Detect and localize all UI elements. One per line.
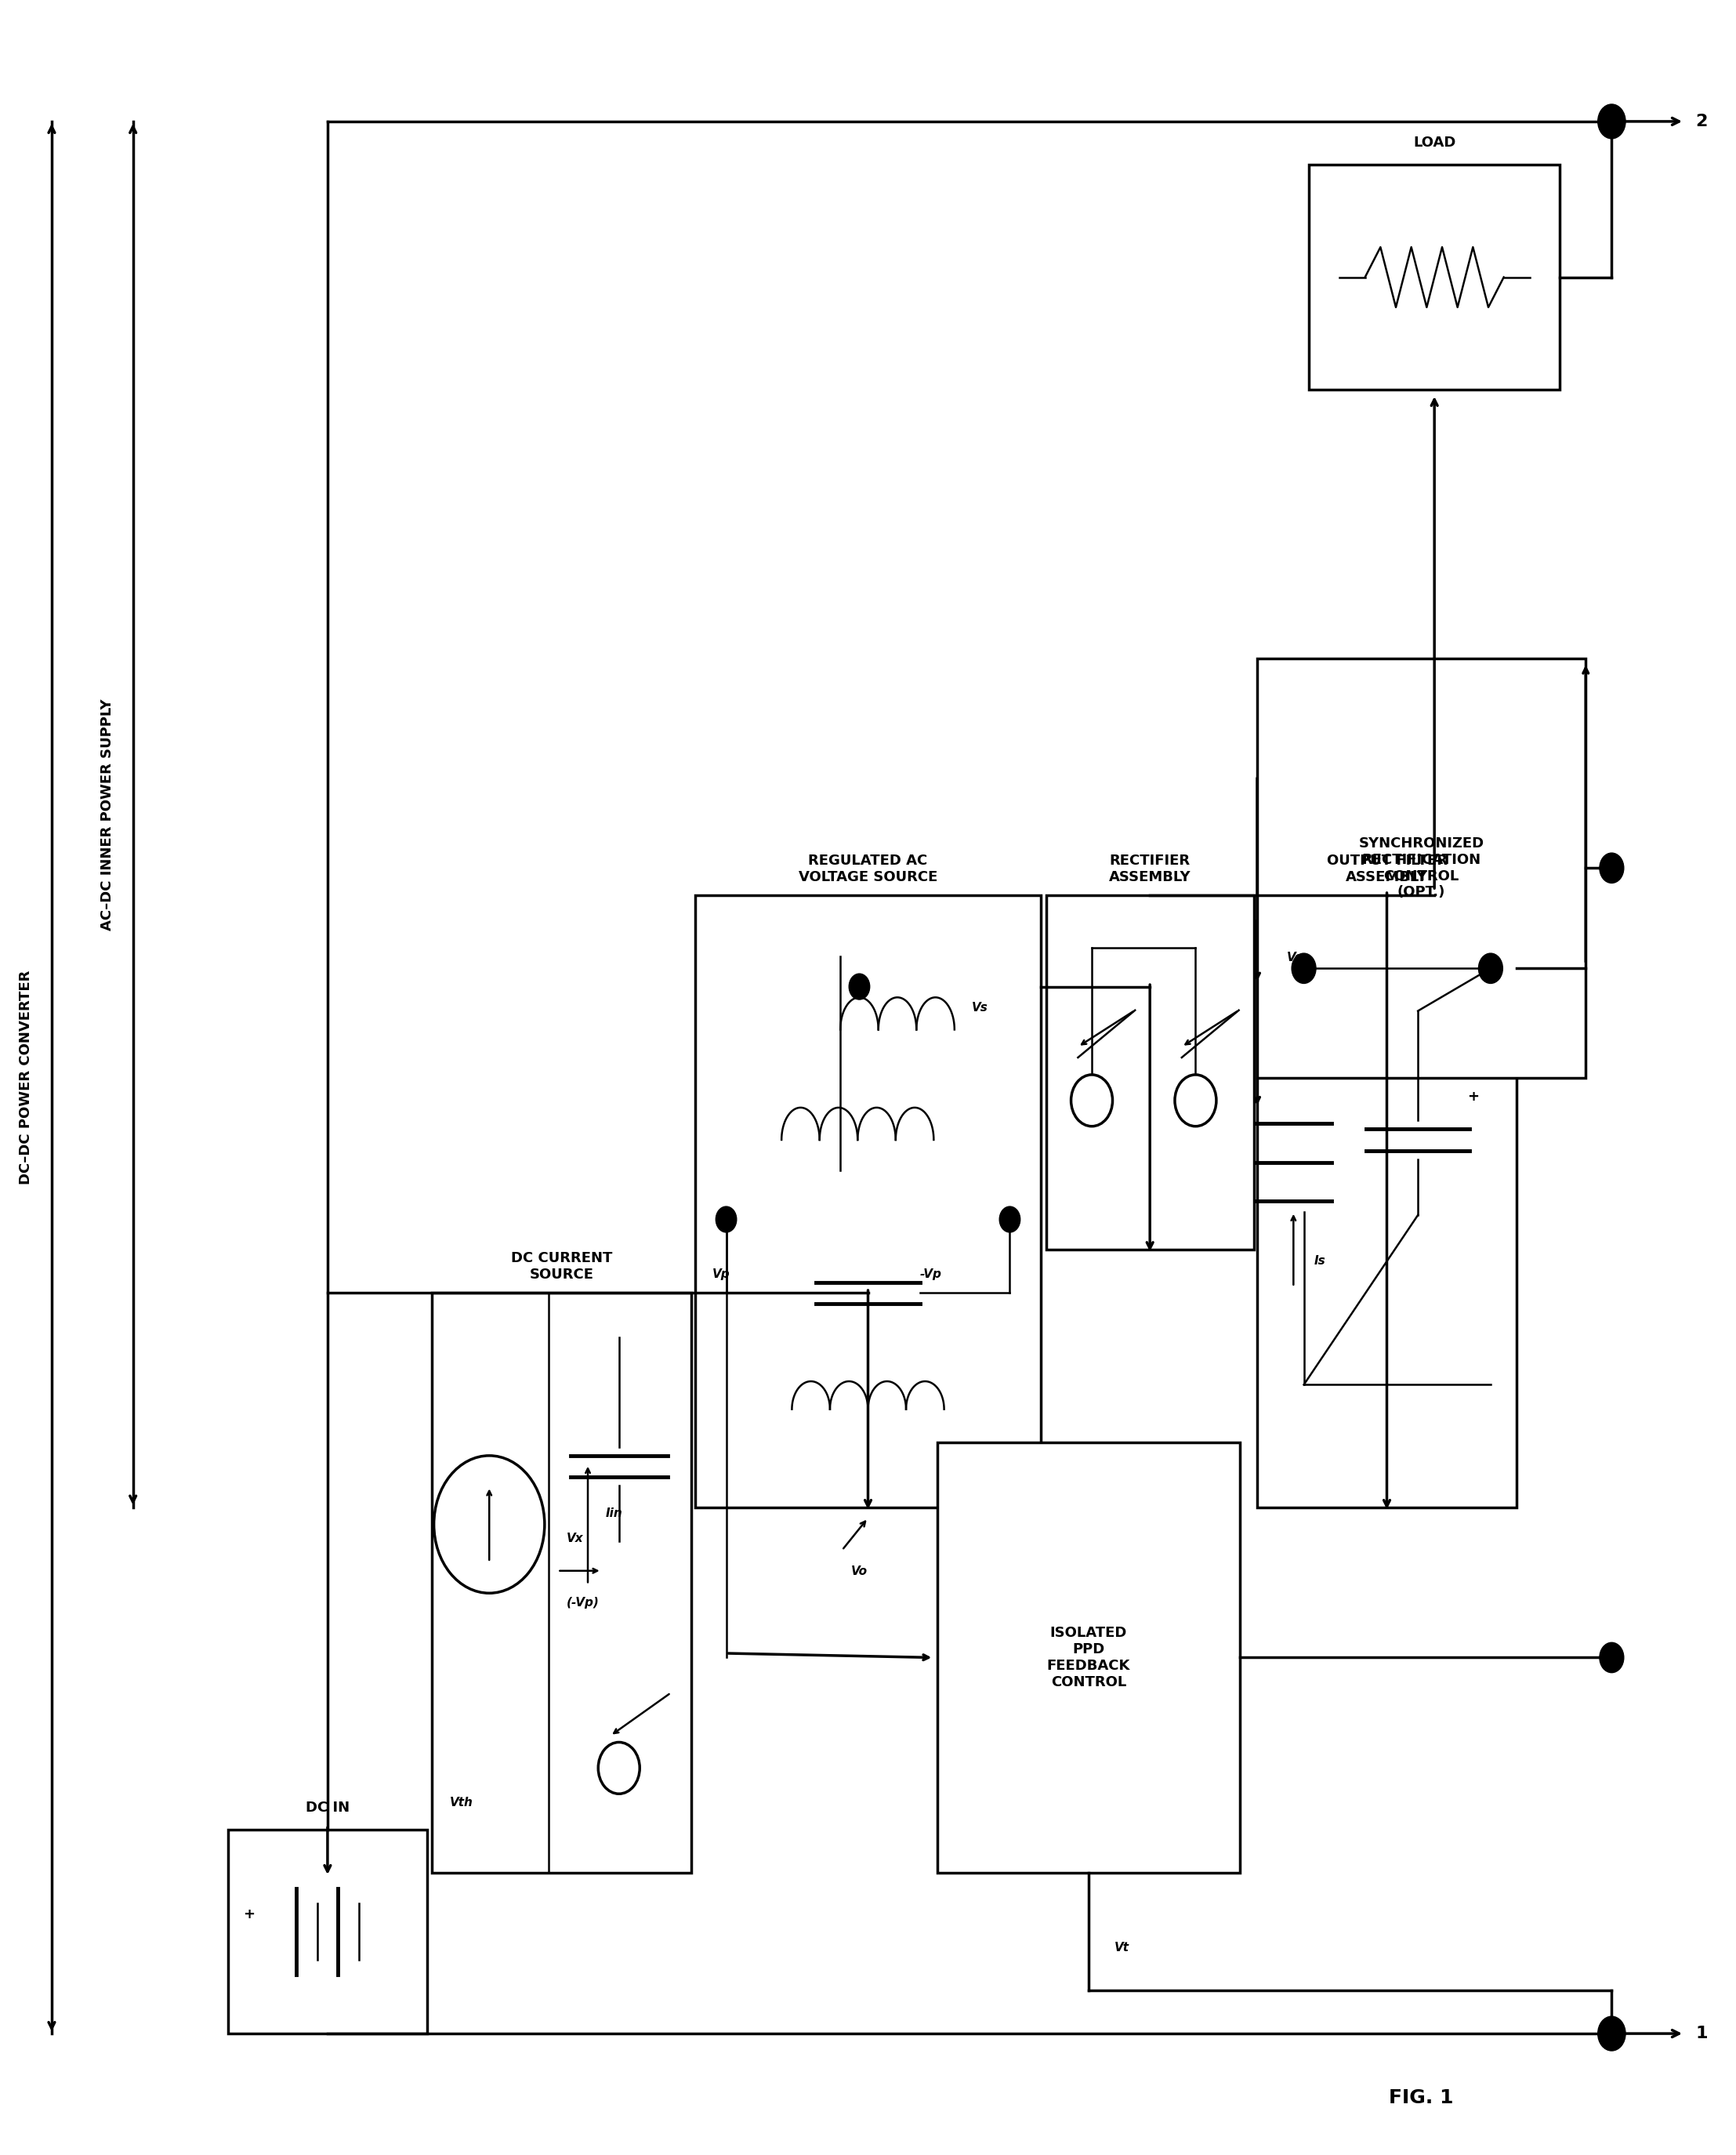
Text: REGULATED AC
VOLTAGE SOURCE: REGULATED AC VOLTAGE SOURCE <box>799 853 937 884</box>
Circle shape <box>1175 1075 1217 1127</box>
Bar <box>1047 894 1253 1250</box>
Text: OUTPUT FILTER
ASSEMBLY: OUTPUT FILTER ASSEMBLY <box>1326 853 1448 884</box>
Bar <box>1257 659 1585 1078</box>
Circle shape <box>599 1741 639 1793</box>
Text: Vth: Vth <box>450 1797 472 1808</box>
Text: -Vp: -Vp <box>920 1269 941 1280</box>
Circle shape <box>849 974 870 1000</box>
Text: DC IN: DC IN <box>306 1802 349 1815</box>
Bar <box>1257 894 1517 1506</box>
Text: (-Vp): (-Vp) <box>566 1597 599 1610</box>
Text: ISOLATED
PPD
FEEDBACK
CONTROL: ISOLATED PPD FEEDBACK CONTROL <box>1047 1627 1130 1690</box>
Text: +: + <box>1467 1090 1479 1103</box>
Circle shape <box>1599 1642 1623 1672</box>
Circle shape <box>1000 1207 1021 1233</box>
Text: Iin: Iin <box>606 1508 621 1519</box>
Circle shape <box>434 1455 545 1593</box>
Circle shape <box>1292 953 1316 983</box>
Text: 1: 1 <box>1696 2026 1708 2041</box>
Text: LOAD: LOAD <box>1413 136 1457 151</box>
Bar <box>432 1293 691 1873</box>
Text: Vo: Vo <box>1286 953 1304 963</box>
Text: Vp: Vp <box>712 1269 731 1280</box>
Circle shape <box>1597 103 1625 138</box>
Text: +: + <box>243 1907 255 1922</box>
Circle shape <box>1597 2017 1625 2052</box>
Text: AC–DC INNER POWER SUPPLY: AC–DC INNER POWER SUPPLY <box>101 698 115 931</box>
Text: Is: Is <box>1314 1256 1326 1267</box>
Bar <box>694 894 1042 1506</box>
Text: Vo: Vo <box>851 1567 868 1577</box>
Text: Vx: Vx <box>566 1532 583 1545</box>
Circle shape <box>1599 853 1623 884</box>
Bar <box>227 1830 427 2034</box>
Circle shape <box>1071 1075 1113 1127</box>
Text: DC CURRENT
SOURCE: DC CURRENT SOURCE <box>510 1252 613 1282</box>
Bar <box>937 1442 1240 1873</box>
Text: FIG. 1: FIG. 1 <box>1389 2088 1453 2108</box>
Text: 2: 2 <box>1696 114 1708 129</box>
Text: RECTIFIER
ASSEMBLY: RECTIFIER ASSEMBLY <box>1109 853 1191 884</box>
Circle shape <box>715 1207 736 1233</box>
Circle shape <box>1479 953 1503 983</box>
Text: Vs: Vs <box>972 1002 988 1015</box>
Bar <box>1309 164 1559 390</box>
Text: DC–DC POWER CONVERTER: DC–DC POWER CONVERTER <box>19 970 33 1185</box>
Text: SYNCHRONIZED
RECTIFICATION
CONTROL
(OPT.): SYNCHRONIZED RECTIFICATION CONTROL (OPT.… <box>1359 836 1484 899</box>
Text: Vt: Vt <box>1115 1942 1130 1955</box>
